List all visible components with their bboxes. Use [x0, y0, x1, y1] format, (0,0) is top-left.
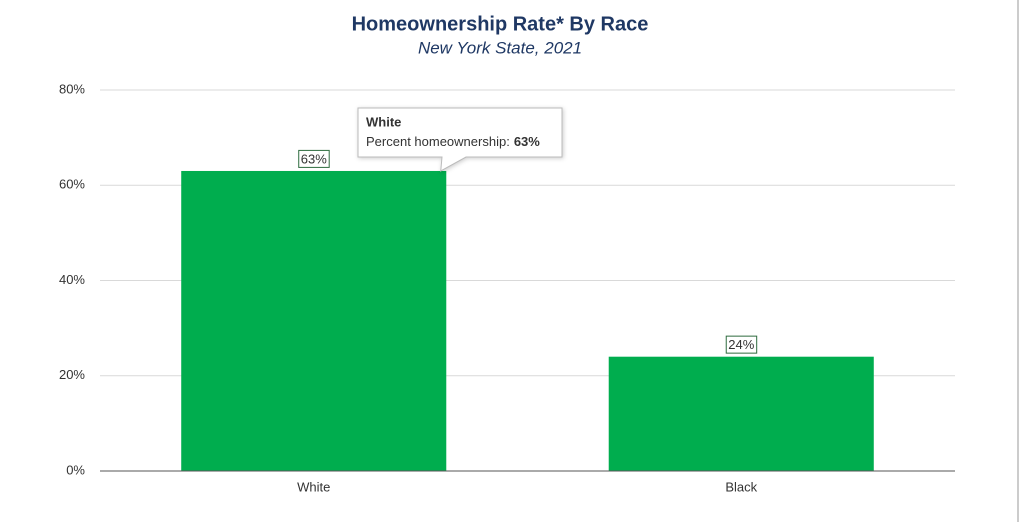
y-tick-label: 0%: [66, 462, 85, 477]
bar: [181, 170, 447, 471]
y-tick-label: 60%: [59, 177, 85, 192]
value-label-box: [725, 335, 758, 354]
bars: [100, 170, 955, 472]
tooltip-title: White: [366, 114, 401, 129]
value-label: 63%: [301, 151, 327, 166]
tooltip-value: 63%: [514, 134, 540, 149]
chart-subtitle: New York State, 2021: [418, 38, 582, 57]
x-tick-label: Black: [725, 479, 757, 494]
y-tick-label: 80%: [59, 81, 85, 96]
labels: White 63% Black 24%: [297, 149, 758, 494]
tooltip: White Percent homeownership: 63%: [357, 107, 563, 172]
value-label-box: [298, 149, 330, 168]
x-tick-label: White: [297, 479, 330, 494]
y-tick-label: 40%: [59, 272, 85, 287]
bar: [608, 356, 874, 471]
chart-title: Homeownership Rate* By Race: [352, 13, 649, 35]
value-label: 24%: [728, 337, 754, 352]
tooltip-box: [357, 107, 563, 172]
y-tick-label: 20%: [59, 367, 85, 382]
tooltip-line: Percent homeownership: 63%: [366, 134, 540, 149]
tooltip-label: Percent homeownership:: [366, 134, 510, 149]
